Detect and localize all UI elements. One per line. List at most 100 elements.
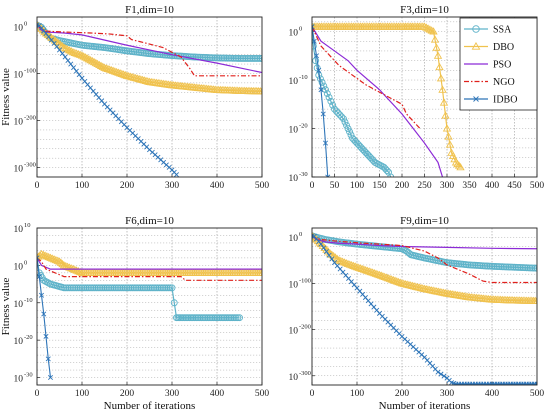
x-tick-label: 300 — [440, 389, 455, 399]
series-point-ssa — [76, 284, 84, 292]
series-point-ssa — [163, 284, 171, 292]
x-tick-label: 100 — [75, 389, 90, 399]
series-point-dbo — [61, 44, 70, 52]
series-point-dbo — [445, 140, 455, 148]
x-tick-label: 500 — [530, 389, 545, 399]
series-point-ssa — [83, 284, 91, 292]
series-point-dbo — [112, 67, 121, 76]
series-line-ngo — [312, 235, 537, 284]
series-point-dbo — [41, 29, 51, 37]
series-point-dbo — [338, 257, 347, 265]
series-point-dbo — [312, 235, 321, 243]
x-axis-label: Number of iterations — [379, 400, 471, 412]
series-point-dbo — [114, 68, 123, 76]
series-point-ssa — [258, 54, 262, 62]
series-point-dbo — [37, 253, 42, 261]
series-point-dbo — [124, 71, 133, 80]
series-point-dbo — [56, 258, 66, 266]
series-point-ssa — [125, 284, 133, 292]
y-tick-label: 10 — [289, 174, 299, 184]
series-point-dbo — [394, 277, 403, 286]
series-point-ssa — [213, 314, 221, 322]
series-point-dbo — [76, 267, 85, 276]
series-point-idbo — [316, 67, 322, 73]
series-point-dbo — [422, 23, 431, 31]
series-point-idbo — [435, 369, 441, 375]
series-point-ssa — [313, 64, 321, 72]
series-point-ssa — [229, 314, 237, 322]
y-tick-label: 10 — [14, 23, 24, 33]
legend-label: NGO — [493, 77, 515, 88]
y-tick-exponent: -20 — [24, 334, 33, 341]
x-tick-label: 200 — [120, 181, 135, 191]
x-tick-label: 0 — [35, 181, 40, 191]
series-point-dbo — [121, 70, 130, 79]
y-tick-exponent: -100 — [299, 277, 311, 284]
series-point-ssa — [331, 105, 338, 113]
series-point-ssa — [220, 314, 228, 322]
series-point-dbo — [312, 22, 317, 30]
series-point-ssa — [64, 284, 72, 292]
series-point-ssa — [69, 284, 77, 292]
series-point-dbo — [79, 52, 88, 60]
series-point-dbo — [76, 50, 85, 58]
series-point-dbo — [48, 254, 57, 262]
series-point-idbo — [45, 356, 51, 362]
series-point-dbo — [65, 46, 74, 54]
series-point-ssa — [146, 284, 154, 292]
series-line-pso — [312, 235, 537, 250]
series-point-ssa — [134, 284, 142, 292]
series-point-ssa — [255, 54, 262, 62]
series-point-dbo — [333, 254, 342, 262]
x-tick-label: 50 — [330, 181, 340, 191]
x-tick-label: 450 — [507, 181, 522, 191]
series-point-dbo — [131, 73, 140, 82]
series-point-dbo — [377, 271, 386, 279]
series-point-dbo — [345, 260, 354, 268]
x-tick-label: 0 — [35, 389, 40, 399]
x-tick-label: 500 — [255, 181, 270, 191]
legend-label: IDBO — [493, 95, 517, 106]
series-point-dbo — [98, 62, 107, 70]
series-point-ssa — [215, 314, 223, 322]
series-point-dbo — [316, 239, 326, 248]
y-tick-exponent: -300 — [24, 162, 36, 169]
series-point-dbo — [329, 251, 338, 260]
series-point-ssa — [74, 284, 82, 292]
series-point-dbo — [88, 56, 97, 65]
y-axis-label: Fitness value — [0, 68, 12, 126]
series-point-dbo — [356, 264, 365, 272]
series-point-dbo — [358, 264, 367, 273]
series-point-dbo — [430, 35, 440, 43]
x-tick-label: 0 — [310, 389, 315, 399]
x-tick-label: 300 — [165, 389, 180, 399]
series-point-dbo — [439, 98, 449, 106]
series-point-dbo — [368, 268, 377, 276]
y-tick-label: 10 — [289, 29, 299, 39]
y-tick-label: 10 — [289, 280, 299, 290]
series-point-ssa — [312, 42, 317, 50]
x-axis-label: Number of iterations — [104, 400, 196, 412]
y-tick-exponent: -200 — [24, 115, 36, 122]
series-point-ssa — [347, 131, 355, 139]
series-point-ssa — [164, 284, 172, 292]
y-tick-label: 10 — [14, 70, 24, 80]
series-line-idbo — [312, 26, 329, 177]
series-point-dbo — [133, 74, 142, 82]
series-point-dbo — [336, 256, 345, 265]
y-tick-exponent: -10 — [299, 74, 308, 81]
series-point-ssa — [91, 284, 99, 292]
plot-frame — [36, 227, 263, 386]
series-point-dbo — [126, 72, 135, 80]
legend-item-pso: PSO — [464, 60, 511, 71]
series-point-ssa — [157, 284, 165, 292]
series-point-ssa — [166, 284, 174, 292]
series-point-idbo — [318, 241, 324, 247]
series-point-dbo — [380, 272, 389, 281]
series-point-ssa — [128, 284, 136, 292]
chart-title: F6,dim=10 — [125, 215, 174, 227]
series-point-idbo — [47, 375, 54, 381]
x-tick-label: 400 — [210, 389, 225, 399]
series-point-ssa — [334, 109, 342, 117]
